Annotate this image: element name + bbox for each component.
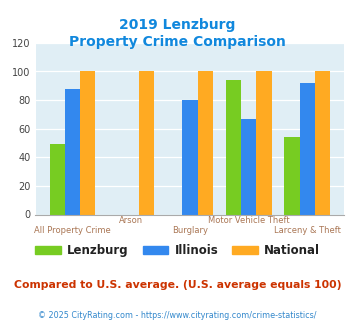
Text: 2019 Lenzburg: 2019 Lenzburg — [119, 18, 236, 32]
Text: Larceny & Theft: Larceny & Theft — [274, 226, 341, 235]
Bar — [182, 100, 198, 214]
Text: Compared to U.S. average. (U.S. average equals 100): Compared to U.S. average. (U.S. average … — [14, 280, 341, 290]
Text: Arson: Arson — [119, 216, 143, 225]
Text: Burglary: Burglary — [172, 226, 208, 235]
Bar — [284, 137, 300, 214]
Bar — [139, 72, 154, 214]
Bar — [241, 119, 256, 214]
Bar — [80, 72, 95, 214]
Text: All Property Crime: All Property Crime — [34, 226, 111, 235]
Bar — [198, 72, 213, 214]
Bar — [226, 80, 241, 214]
Bar — [65, 89, 80, 214]
Bar — [50, 145, 65, 214]
Bar — [300, 83, 315, 214]
Bar — [256, 72, 272, 214]
Text: Motor Vehicle Theft: Motor Vehicle Theft — [208, 216, 289, 225]
Bar — [315, 72, 330, 214]
Legend: Lenzburg, Illinois, National: Lenzburg, Illinois, National — [30, 240, 325, 262]
Text: © 2025 CityRating.com - https://www.cityrating.com/crime-statistics/: © 2025 CityRating.com - https://www.city… — [38, 311, 317, 320]
Text: Property Crime Comparison: Property Crime Comparison — [69, 35, 286, 49]
